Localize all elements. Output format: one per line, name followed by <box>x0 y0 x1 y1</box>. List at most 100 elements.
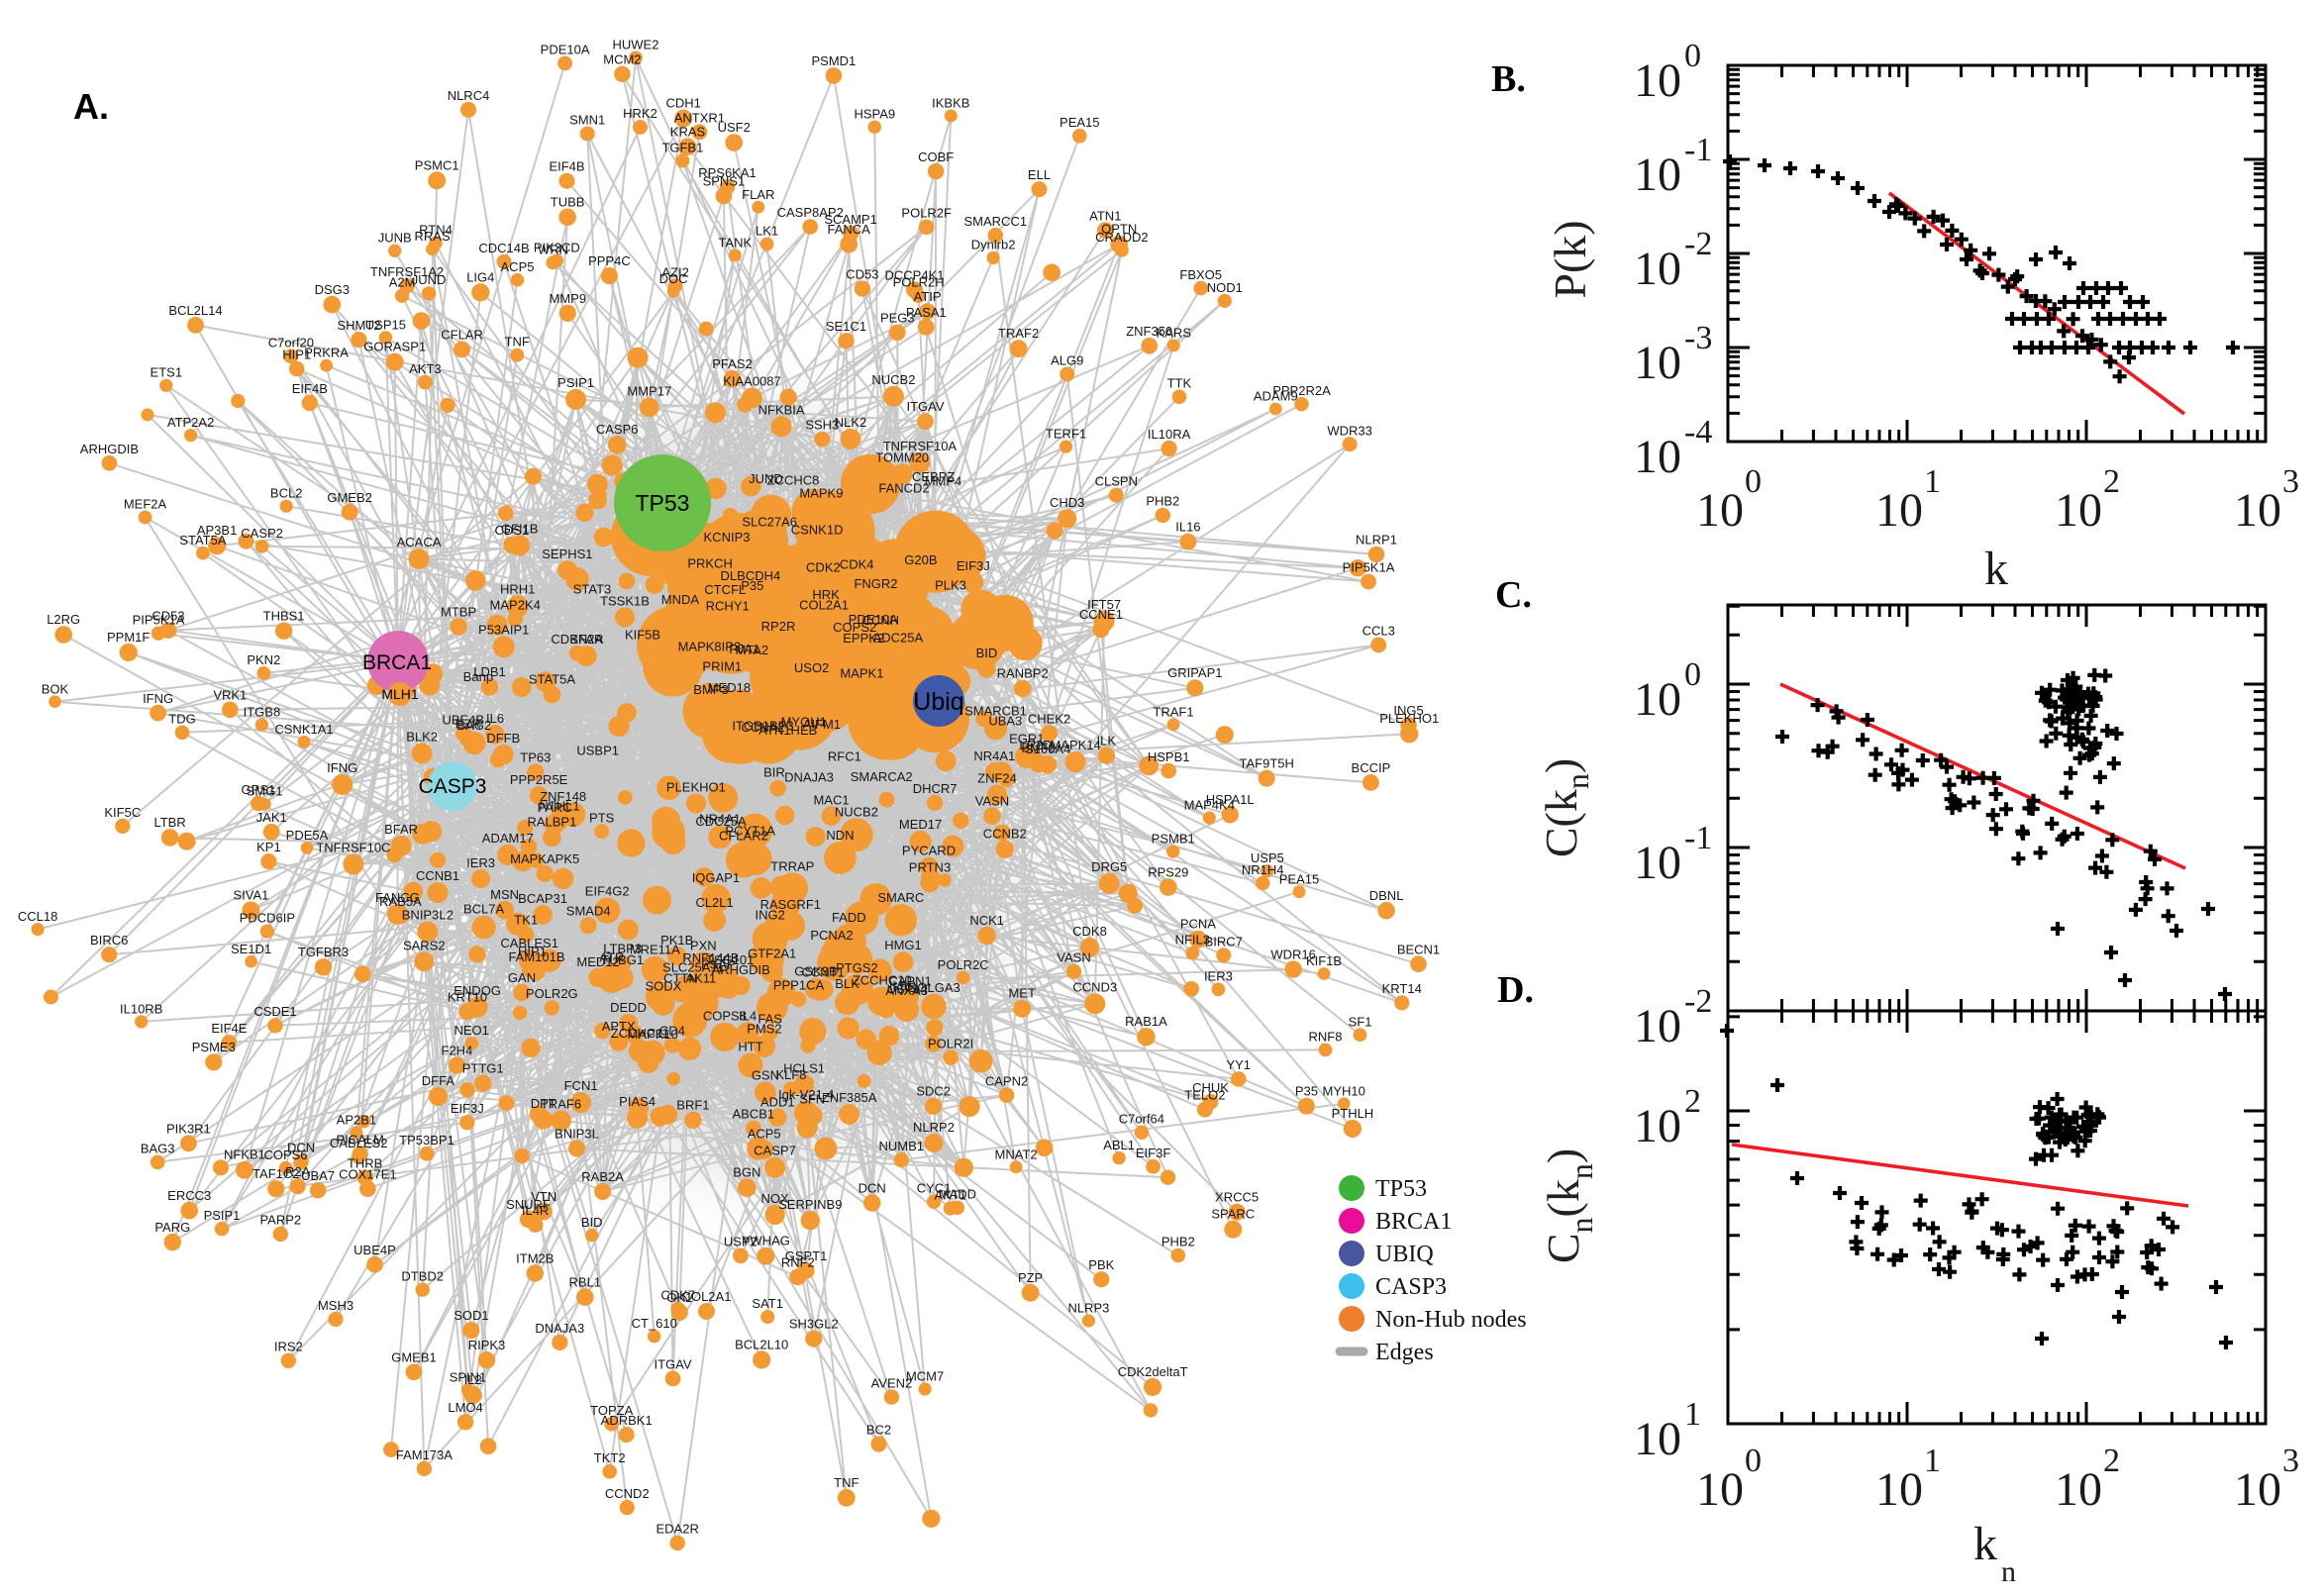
svg-text:DOC: DOC <box>659 271 688 286</box>
svg-text:Banp: Banp <box>463 669 493 684</box>
svg-text:ZNF24: ZNF24 <box>977 771 1017 786</box>
svg-text:FLAR: FLAR <box>742 187 774 202</box>
svg-text:SCAMP1: SCAMP1 <box>824 212 876 227</box>
svg-text:PTGS2: PTGS2 <box>836 960 878 975</box>
svg-text:SARS2: SARS2 <box>403 938 446 952</box>
svg-text:RALBP1: RALBP1 <box>527 815 576 830</box>
svg-text:KIF1B: KIF1B <box>1306 953 1342 968</box>
svg-text:XRCC5: XRCC5 <box>1215 1190 1259 1205</box>
svg-text:THBS1: THBS1 <box>263 609 305 624</box>
svg-text:PLK3: PLK3 <box>935 578 966 593</box>
svg-text:DFFA: DFFA <box>422 1073 455 1088</box>
svg-text:-1: -1 <box>1684 820 1712 856</box>
svg-text:MRE11A: MRE11A <box>630 943 680 957</box>
svg-text:CASP7: CASP7 <box>754 1144 796 1158</box>
svg-text:USO2: USO2 <box>794 660 829 675</box>
svg-text:TNF: TNF <box>505 335 530 349</box>
svg-text:KRT10: KRT10 <box>448 989 487 1004</box>
svg-text:KP1: KP1 <box>256 840 281 854</box>
svg-text:STAT5A: STAT5A <box>529 672 576 687</box>
svg-text:IRS2: IRS2 <box>274 1340 303 1354</box>
svg-text:PBK: PBK <box>1088 1257 1114 1272</box>
svg-text:NR4A1: NR4A1 <box>973 748 1015 763</box>
svg-text:CDC25A: CDC25A <box>695 814 747 829</box>
svg-text:EIF4G2: EIF4G2 <box>585 884 630 899</box>
svg-text:IFNG: IFNG <box>143 691 173 706</box>
svg-text:ALG9: ALG9 <box>1051 352 1083 367</box>
svg-text:WDR16: WDR16 <box>1270 947 1316 961</box>
svg-text:MYH10: MYH10 <box>1323 1083 1365 1098</box>
svg-text:2: 2 <box>2103 463 2120 500</box>
svg-text:SMN1: SMN1 <box>569 113 605 128</box>
svg-text:MMP9: MMP9 <box>550 291 587 306</box>
svg-text:SLC25A11: SLC25A11 <box>662 960 724 975</box>
svg-text:TELO2: TELO2 <box>1184 1088 1225 1103</box>
svg-text:EPPK2: EPPK2 <box>843 631 884 646</box>
svg-text:SMARCB1: SMARCB1 <box>964 703 1027 718</box>
svg-text:POLR2F: POLR2F <box>901 206 952 221</box>
svg-text:CDK2deltaT: CDK2deltaT <box>1118 1364 1188 1379</box>
svg-text:RTN4: RTN4 <box>419 223 453 238</box>
svg-text:PRKRA: PRKRA <box>304 346 349 360</box>
svg-text:CSNK1D: CSNK1D <box>791 523 844 538</box>
svg-text:CYC1: CYC1 <box>917 1181 952 1196</box>
svg-text:KRT14: KRT14 <box>1382 981 1422 996</box>
svg-text:MYOU1: MYOU1 <box>781 715 827 730</box>
svg-text:IL6R: IL6R <box>889 978 916 993</box>
svg-text:CASP3: CASP3 <box>419 775 487 798</box>
svg-text:CCNA2: CCNA2 <box>741 720 784 735</box>
svg-text:CABLES2: CABLES2 <box>330 1136 388 1150</box>
svg-text:MNDA: MNDA <box>661 592 700 607</box>
svg-text:HIP1: HIP1 <box>282 348 311 362</box>
svg-text:FAM173A: FAM173A <box>396 1447 453 1462</box>
svg-text:SE1D1: SE1D1 <box>231 942 271 956</box>
svg-text:CDC14B: CDC14B <box>478 241 529 255</box>
svg-text:10: 10 <box>1696 484 1744 537</box>
svg-text:MED18: MED18 <box>708 680 751 695</box>
svg-text:USP14: USP14 <box>887 982 928 997</box>
svg-text:Igk-V21-4: Igk-V21-4 <box>778 1087 834 1102</box>
svg-text:FAS: FAS <box>758 1011 782 1026</box>
svg-text:TSG101: TSG101 <box>706 952 754 967</box>
svg-text:LIG4: LIG4 <box>466 269 494 284</box>
svg-text:AVEN2: AVEN2 <box>871 1375 913 1390</box>
svg-text:MAPK10: MAPK10 <box>628 1027 678 1042</box>
svg-text:DBNL: DBNL <box>1369 888 1404 903</box>
svg-text:CAPN2: CAPN2 <box>985 1073 1028 1088</box>
svg-text:3: 3 <box>2282 463 2299 500</box>
svg-text:BRCA1: BRCA1 <box>1375 1209 1452 1235</box>
svg-text:SF1: SF1 <box>1349 1015 1372 1030</box>
svg-text:SERPINB9: SERPINB9 <box>778 1197 842 1212</box>
svg-text:CASP3: CASP3 <box>1375 1274 1447 1300</box>
svg-text:RFC1: RFC1 <box>828 748 861 763</box>
svg-text:MNAT2: MNAT2 <box>995 1147 1038 1161</box>
svg-text:TKT2: TKT2 <box>594 1450 626 1465</box>
svg-text:NR1H4: NR1H4 <box>1242 862 1284 877</box>
svg-text:LTBP3: LTBP3 <box>603 941 642 955</box>
svg-text:0: 0 <box>1684 656 1701 693</box>
svg-text:F2H4: F2H4 <box>442 1043 473 1057</box>
svg-text:FCN1: FCN1 <box>564 1078 598 1093</box>
svg-text:KIAA0087: KIAA0087 <box>723 373 781 388</box>
svg-text:MAP4K4: MAP4K4 <box>1184 797 1235 812</box>
svg-text:POLR2C: POLR2C <box>938 957 989 972</box>
svg-text:BNIP3L2: BNIP3L2 <box>402 908 454 923</box>
svg-text:KIF5C: KIF5C <box>104 805 141 820</box>
svg-text:ITGAV: ITGAV <box>906 399 944 414</box>
svg-text:DCCP4K1: DCCP4K1 <box>885 267 945 282</box>
svg-text:SDC2: SDC2 <box>916 1084 951 1099</box>
svg-text:UBIQ: UBIQ <box>1375 1242 1434 1267</box>
svg-text:SPARC: SPARC <box>1211 1207 1255 1222</box>
svg-text:ELL: ELL <box>1028 167 1051 182</box>
svg-text:RAB5A: RAB5A <box>379 894 422 909</box>
svg-text:MCM7: MCM7 <box>906 1369 944 1384</box>
svg-text:BAG2: BAG2 <box>457 718 492 733</box>
svg-text:JUND: JUND <box>749 471 783 486</box>
svg-text:NUMB1: NUMB1 <box>879 1139 925 1153</box>
svg-text:TAF9T5H: TAF9T5H <box>1240 756 1294 771</box>
svg-text:SE1C1: SE1C1 <box>826 319 866 334</box>
svg-text:CL2L1: CL2L1 <box>695 895 733 910</box>
svg-text:MAPK14: MAPK14 <box>1050 738 1100 752</box>
svg-text:AZI2: AZI2 <box>661 264 688 279</box>
svg-text:SODX: SODX <box>645 978 681 993</box>
